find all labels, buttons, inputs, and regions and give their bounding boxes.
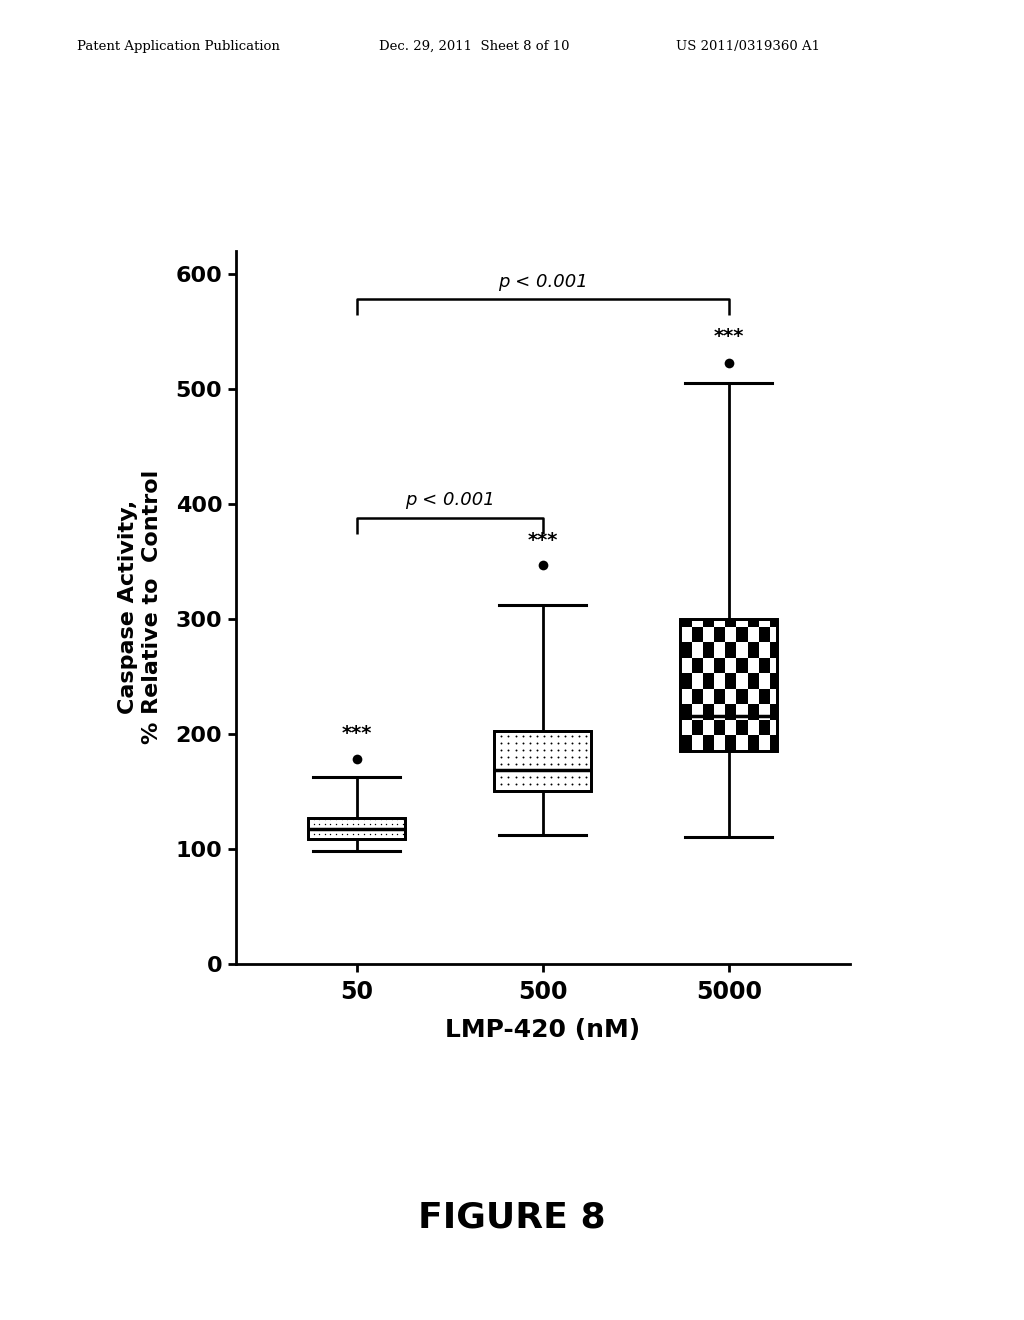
- Bar: [748, 705, 759, 719]
- Bar: [725, 673, 736, 689]
- Bar: [770, 673, 777, 689]
- Bar: [702, 673, 714, 689]
- Bar: [736, 689, 748, 705]
- Bar: [714, 657, 725, 673]
- Text: ***: ***: [341, 723, 372, 743]
- Bar: [748, 735, 759, 751]
- Bar: [770, 619, 777, 627]
- Bar: [759, 627, 770, 643]
- Bar: [725, 619, 736, 627]
- Bar: [770, 735, 777, 751]
- Bar: [714, 627, 725, 643]
- Bar: [681, 735, 691, 751]
- Bar: [681, 673, 691, 689]
- Bar: [736, 719, 748, 735]
- Bar: [681, 619, 777, 751]
- Bar: [691, 657, 702, 673]
- Bar: [725, 735, 736, 751]
- Text: Dec. 29, 2011  Sheet 8 of 10: Dec. 29, 2011 Sheet 8 of 10: [379, 40, 569, 53]
- Bar: [748, 619, 759, 627]
- Bar: [681, 619, 777, 751]
- Bar: [714, 719, 725, 735]
- Bar: [702, 735, 714, 751]
- Bar: [736, 657, 748, 673]
- Text: Patent Application Publication: Patent Application Publication: [77, 40, 280, 53]
- Bar: [759, 657, 770, 673]
- Bar: [681, 705, 691, 719]
- Text: p < 0.001: p < 0.001: [498, 273, 588, 290]
- Bar: [702, 619, 714, 627]
- Bar: [770, 705, 777, 719]
- Text: p < 0.001: p < 0.001: [404, 491, 495, 510]
- Text: FIGURE 8: FIGURE 8: [418, 1201, 606, 1234]
- Bar: [691, 689, 702, 705]
- Bar: [748, 643, 759, 657]
- Bar: [691, 719, 702, 735]
- Bar: [714, 689, 725, 705]
- Bar: [681, 643, 691, 657]
- Bar: [759, 689, 770, 705]
- Text: US 2011/0319360 A1: US 2011/0319360 A1: [676, 40, 820, 53]
- Text: ***: ***: [527, 531, 558, 549]
- Bar: [702, 705, 714, 719]
- Text: ***: ***: [714, 327, 744, 346]
- Bar: [725, 705, 736, 719]
- Bar: [748, 673, 759, 689]
- Bar: [495, 731, 591, 791]
- Bar: [681, 619, 691, 627]
- Y-axis label: Caspase Activity,
% Relative to  Control: Caspase Activity, % Relative to Control: [119, 470, 162, 744]
- Bar: [725, 643, 736, 657]
- Bar: [736, 627, 748, 643]
- Bar: [702, 643, 714, 657]
- Bar: [308, 817, 404, 840]
- Bar: [770, 643, 777, 657]
- Bar: [759, 719, 770, 735]
- Bar: [308, 817, 404, 840]
- Bar: [495, 731, 591, 791]
- X-axis label: LMP-420 (nM): LMP-420 (nM): [445, 1018, 640, 1043]
- Bar: [691, 627, 702, 643]
